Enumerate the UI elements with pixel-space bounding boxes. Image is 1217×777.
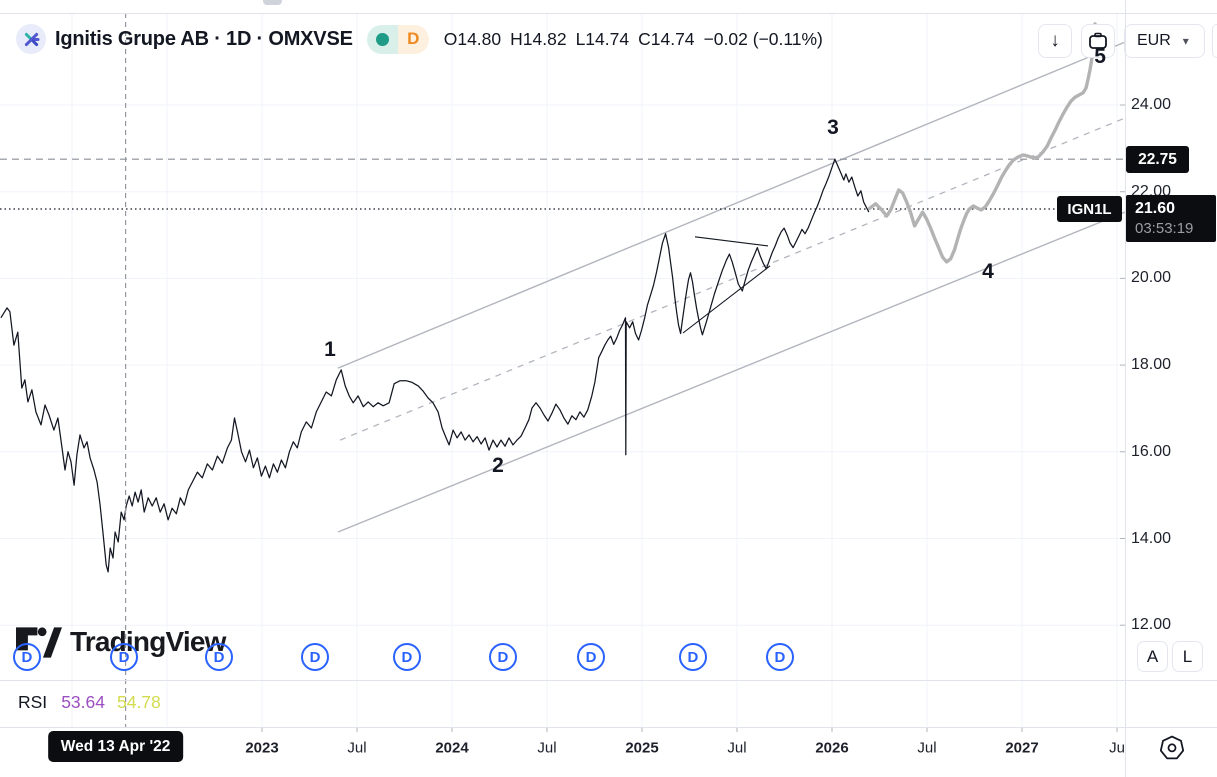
elliott-wave-label-4: 4 [982, 259, 994, 283]
open-value: O14.80 [443, 28, 502, 49]
symbol-title: Ignitis Grupe AB · 1D · OMXVSE [55, 27, 353, 50]
dividend-marker[interactable]: D [205, 643, 234, 671]
dividend-marker[interactable]: D [301, 643, 329, 671]
high-value: H14.82 [510, 28, 567, 49]
rsi-value-2: 54.78 [116, 692, 161, 712]
elliott-wave-label-1: 1 [324, 337, 336, 361]
dividend-marker[interactable]: D [110, 643, 139, 671]
price-axis-label: 18.00 [1131, 356, 1172, 374]
time-axis-label: Jul [727, 739, 747, 757]
top-border [0, 13, 1217, 14]
dividend-marker[interactable]: D [488, 643, 517, 671]
rsi-indicator-title[interactable]: RSI [18, 692, 48, 712]
symbol-price-label: IGN1L [1057, 196, 1122, 222]
price-axis-label: 14.00 [1131, 529, 1172, 547]
time-axis-label: Jul [347, 739, 367, 757]
close-value: C14.74 [638, 28, 695, 49]
chart-header: Ignitis Grupe AB · 1D · OMXVSE D O14.80 … [16, 24, 832, 54]
timeframe-badge[interactable]: D [397, 24, 429, 54]
dividend-marker[interactable]: D [678, 643, 707, 671]
low-value: L14.74 [575, 28, 630, 49]
market-status-segment [366, 24, 398, 54]
rsi-value-1: 53.64 [61, 692, 105, 712]
time-axis-separator [0, 727, 1217, 728]
market-open-dot-icon [375, 32, 389, 46]
dividend-marker[interactable]: D [12, 643, 41, 671]
change-value: −0.02 (−0.11%) [703, 28, 823, 49]
camera-icon [1089, 32, 1107, 49]
arrow-down-icon: ↓ [1050, 30, 1060, 51]
rsi-pane-separator[interactable] [0, 680, 1217, 681]
price-level-badge: 22.75 [1126, 146, 1189, 173]
pane-resize-handle[interactable] [263, 0, 282, 5]
auto-scale-button[interactable]: A [1137, 641, 1168, 672]
cut-off-button-edge [1212, 24, 1217, 58]
last-price-value: 21.60 [1135, 200, 1176, 217]
time-axis-label: Jul [917, 739, 937, 757]
ohlc-readout: O14.80 H14.82 L14.74 C14.74 −0.02 (−0.11… [444, 29, 832, 50]
status-timeframe-pill[interactable]: D [366, 24, 429, 54]
tradingview-logo-text: TradingView [70, 626, 226, 657]
time-axis-label: Ju [1109, 739, 1125, 757]
time-axis-label: 2023 [245, 739, 279, 757]
currency-value: EUR [1137, 32, 1171, 49]
ignitis-asterisk-icon [24, 32, 39, 46]
ignitis-logo [16, 24, 46, 54]
price-axis-label: 16.00 [1131, 442, 1172, 460]
elliott-wave-label-3: 3 [827, 115, 839, 139]
price-axis-separator[interactable] [1125, 0, 1126, 777]
tradingview-attribution[interactable]: TradingView [16, 626, 226, 658]
scroll-down-button[interactable]: ↓ [1038, 24, 1072, 58]
last-price-badge: 21.60 03:53:19 [1126, 195, 1216, 242]
crosshair-date-badge: Wed 13 Apr '22 [47, 731, 184, 762]
screenshot-button[interactable] [1081, 24, 1115, 58]
dividend-marker[interactable]: D [392, 643, 421, 671]
price-axis-label: 12.00 [1131, 616, 1172, 634]
dividend-marker[interactable]: D [765, 643, 794, 671]
chevron-down-icon: ▾ [1182, 34, 1189, 48]
rsi-legend: RSI 53.64 54.78 [18, 692, 161, 713]
elliott-wave-label-2: 2 [492, 454, 504, 478]
log-scale-button[interactable]: L [1172, 641, 1203, 672]
time-axis-label: 2024 [435, 739, 469, 757]
time-axis-settings-button[interactable] [1154, 730, 1190, 766]
dividend-marker[interactable]: D [577, 643, 606, 671]
price-axis-label: 24.00 [1131, 96, 1172, 113]
bar-countdown: 03:53:19 [1135, 220, 1194, 237]
currency-select[interactable]: EUR ▾ [1124, 24, 1205, 58]
time-axis-label: 2027 [1005, 739, 1039, 757]
time-axis-label: 2026 [815, 739, 849, 757]
elliott-wave-label-5: 5 [1094, 44, 1106, 68]
time-axis-label: Jul [537, 739, 557, 757]
gear-icon [1159, 735, 1185, 760]
time-axis-label: 2025 [625, 739, 659, 757]
price-axis-label: 20.00 [1131, 269, 1172, 287]
